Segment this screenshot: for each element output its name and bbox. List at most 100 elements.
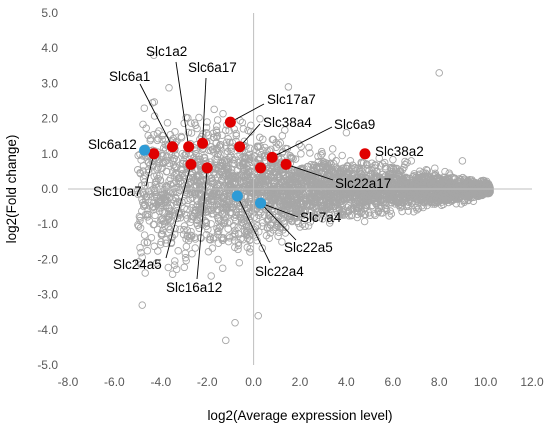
data-point — [258, 222, 266, 230]
y-tick-label: 5.0 — [41, 6, 58, 20]
data-point — [206, 236, 215, 244]
data-point — [243, 243, 252, 252]
data-point — [133, 187, 142, 195]
data-point — [359, 159, 368, 167]
outlier-point — [150, 51, 158, 59]
data-point — [148, 162, 157, 171]
highlighted-point — [234, 141, 246, 153]
data-point — [214, 230, 222, 239]
data-point — [398, 207, 406, 216]
data-point — [275, 211, 283, 220]
highlighted-point — [359, 148, 371, 160]
data-point — [141, 269, 149, 277]
leader-line — [165, 164, 192, 259]
gene-label: Slc22a4 — [255, 264, 304, 279]
data-point — [368, 166, 376, 175]
outlier-point — [254, 311, 262, 320]
data-point — [170, 171, 178, 180]
data-point — [294, 208, 302, 217]
gene-label: Slc24a5 — [113, 257, 162, 272]
data-point — [161, 157, 170, 166]
data-point — [136, 214, 144, 222]
data-point — [200, 154, 209, 162]
data-point — [378, 209, 387, 217]
data-point — [318, 206, 326, 215]
data-point — [339, 189, 348, 197]
data-point — [274, 232, 282, 240]
data-point — [358, 191, 366, 200]
data-point — [259, 135, 267, 144]
data-point — [308, 212, 317, 220]
data-point — [359, 182, 367, 191]
data-point — [301, 172, 310, 181]
data-point — [155, 204, 163, 212]
data-point — [154, 247, 162, 255]
data-point — [232, 211, 240, 219]
data-point — [187, 227, 195, 236]
data-point — [143, 246, 152, 255]
data-point — [184, 236, 193, 245]
data-point — [329, 187, 338, 195]
data-point — [156, 176, 164, 185]
data-point — [251, 192, 259, 201]
data-point — [241, 153, 250, 162]
x-tick-label: 10.0 — [474, 375, 498, 389]
data-point — [154, 134, 163, 143]
data-point — [326, 216, 335, 225]
data-point — [134, 151, 142, 160]
data-point — [267, 189, 275, 197]
data-point — [418, 172, 427, 181]
data-point — [223, 219, 232, 227]
data-point — [182, 169, 190, 177]
data-point — [234, 175, 242, 183]
data-point — [354, 203, 362, 211]
data-point — [418, 201, 426, 210]
data-point — [171, 128, 179, 136]
data-point — [296, 223, 304, 231]
data-point — [235, 171, 244, 180]
highlighted-point — [139, 144, 151, 156]
y-axis-title: log2(Fold change) — [4, 135, 19, 244]
data-point — [389, 165, 398, 174]
data-point — [274, 140, 283, 149]
data-point — [145, 202, 154, 210]
y-tick-label: 2.0 — [41, 112, 58, 126]
data-point — [145, 210, 153, 219]
outlier-point — [138, 301, 146, 309]
data-point — [220, 210, 228, 218]
data-point — [385, 174, 394, 183]
data-point — [152, 259, 161, 267]
data-point — [442, 175, 450, 183]
outlier-point — [222, 336, 230, 345]
data-point — [283, 211, 292, 220]
data-point — [223, 147, 232, 156]
data-point — [172, 187, 180, 196]
data-point — [168, 156, 177, 165]
data-point — [413, 193, 422, 201]
data-point — [393, 194, 401, 203]
data-point — [209, 145, 217, 154]
data-point — [151, 186, 159, 194]
data-point — [309, 172, 317, 180]
data-point — [209, 190, 218, 199]
data-point — [150, 242, 159, 251]
data-point — [291, 193, 300, 202]
data-point — [389, 155, 397, 164]
data-point — [291, 155, 300, 163]
data-point — [266, 220, 275, 229]
leader-lines — [139, 61, 334, 280]
data-point — [141, 201, 149, 210]
data-point — [243, 230, 252, 239]
data-point — [328, 145, 337, 153]
data-point — [230, 213, 239, 222]
data-point — [209, 235, 218, 243]
data-point — [295, 140, 303, 148]
data-point — [180, 263, 189, 272]
data-point — [378, 177, 387, 185]
data-point — [286, 189, 294, 198]
data-point — [293, 166, 302, 175]
x-tick-label: -8.0 — [58, 375, 79, 389]
data-point — [237, 235, 245, 243]
data-point — [354, 206, 362, 215]
